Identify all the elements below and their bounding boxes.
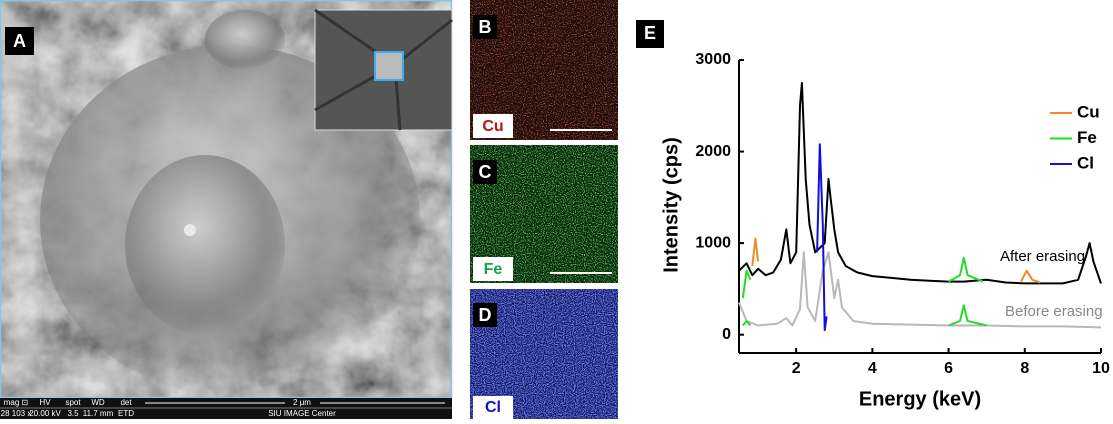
element-label: Fe <box>484 261 503 278</box>
panel-label: D <box>479 305 492 325</box>
panel-label: E <box>644 23 656 43</box>
info-header: mag ⊡ <box>4 398 29 407</box>
legend-label: Cl <box>1077 153 1094 172</box>
scale-label: 2 μm <box>293 398 311 407</box>
element-label: Cu <box>482 118 503 135</box>
y-tick-label: 1000 <box>695 234 731 251</box>
panel-label: A <box>13 31 26 51</box>
curve-annotation: After erasing <box>1000 248 1085 265</box>
y-tick-label: 0 <box>722 326 731 343</box>
legend-label: Cu <box>1077 102 1100 121</box>
particle <box>205 10 285 70</box>
info-header: HV <box>39 398 51 407</box>
particle <box>125 155 285 335</box>
x-tick-label: 2 <box>792 360 801 377</box>
panel-label: C <box>479 162 492 182</box>
particle <box>184 224 196 236</box>
info-value: 20.00 kV <box>29 409 61 418</box>
y-tick-label: 3000 <box>695 51 731 68</box>
peak-line <box>743 258 987 326</box>
info-value: 28 103 x <box>1 409 32 418</box>
panel-d: D Cl <box>470 289 618 419</box>
info-header: spot <box>65 398 81 407</box>
curve-annotation: Before erasing <box>1005 303 1103 320</box>
x-axis-label: Energy (keV) <box>859 388 981 410</box>
info-center: SIU IMAGE Center <box>268 409 336 418</box>
panel-label: B <box>479 17 492 37</box>
x-tick-label: 4 <box>868 360 877 377</box>
panel-c: C Fe <box>470 145 618 283</box>
info-header: det <box>120 398 132 407</box>
y-axis-label: Intensity (cps) <box>660 137 682 273</box>
panel-b: B Cu <box>470 0 618 140</box>
panel-a: A mag ⊡ HV spot WD det 28 103 x 20.00 kV… <box>0 0 452 419</box>
info-header: WD <box>91 398 105 407</box>
x-tick-label: 6 <box>944 360 953 377</box>
info-value: 11.7 mm <box>83 409 114 418</box>
element-label: Cl <box>485 399 501 416</box>
x-tick-label: 8 <box>1020 360 1029 377</box>
info-value: ETD <box>118 409 134 418</box>
info-value: 3.5 <box>67 409 79 418</box>
legend-label: Fe <box>1077 128 1097 147</box>
x-tick-label: 10 <box>1092 360 1110 377</box>
panel-e: E Energy (keV) Intensity (cps) 0 1000 2000… <box>636 20 1110 410</box>
y-tick-label: 2000 <box>695 143 731 160</box>
inset-marker <box>375 52 403 80</box>
figure: A mag ⊡ HV spot WD det 28 103 x 20.00 kV… <box>0 0 1113 419</box>
